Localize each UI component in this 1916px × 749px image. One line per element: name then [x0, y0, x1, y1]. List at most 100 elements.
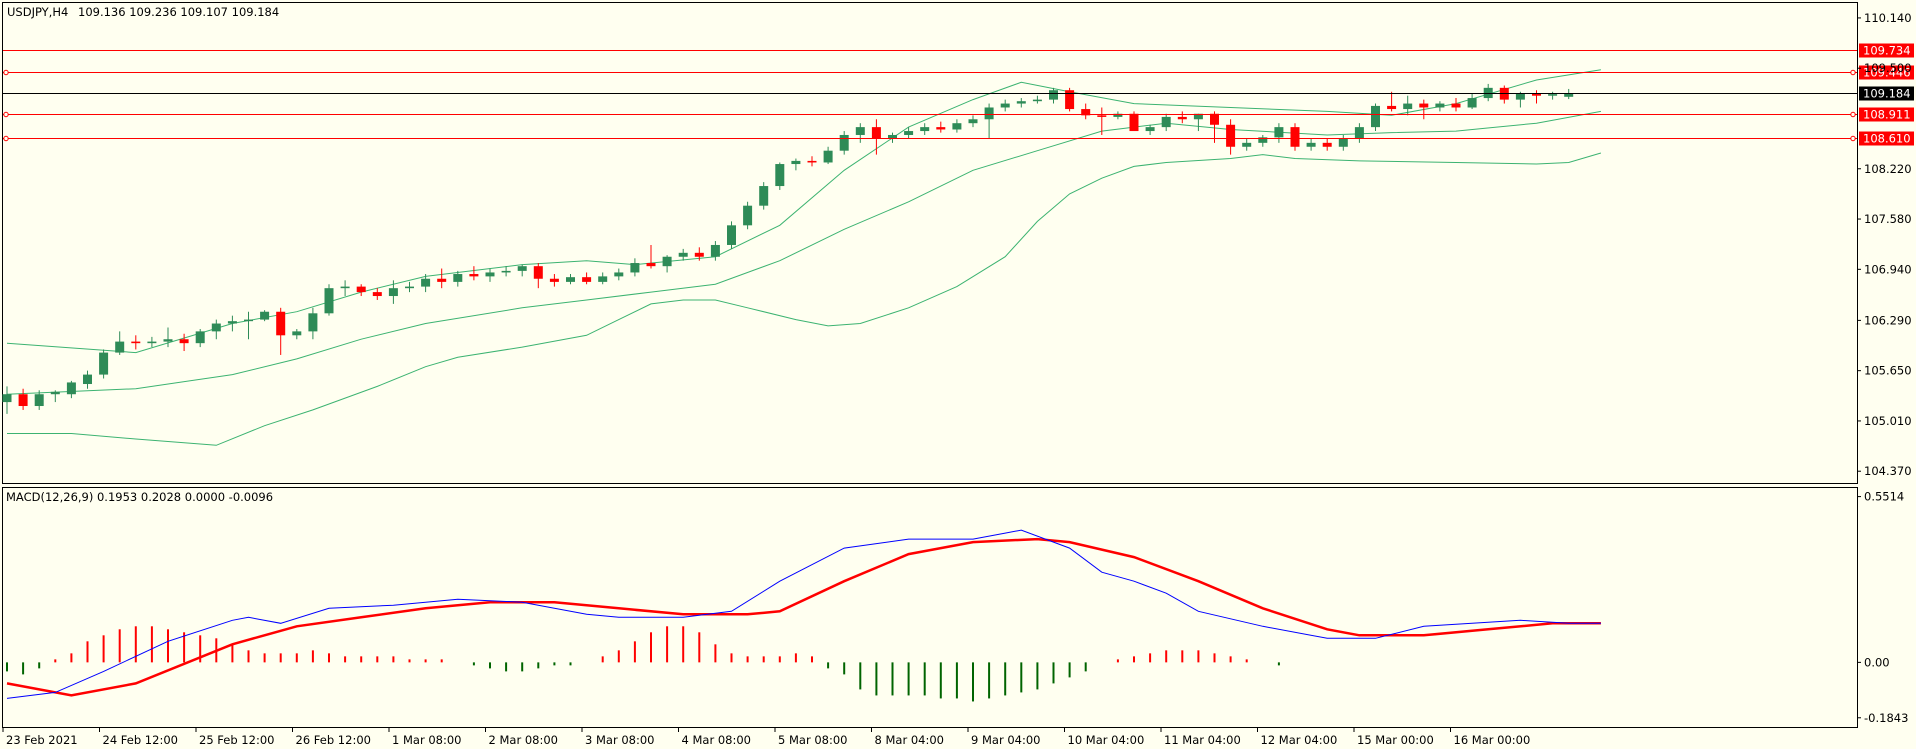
hline-anchor-left[interactable] [3, 135, 9, 142]
candle-body [968, 119, 978, 124]
candle-body [598, 276, 608, 282]
candle [598, 272, 608, 285]
price-tick-label: 109.500 [1864, 61, 1912, 75]
candle [662, 255, 672, 273]
current-price-tag [1859, 86, 1914, 101]
candle-body [855, 127, 865, 135]
candle-body [1322, 142, 1332, 147]
candle-body [308, 313, 318, 332]
candle [437, 268, 447, 289]
candle [1274, 123, 1284, 143]
candle-body [1097, 115, 1107, 117]
hline-anchor-right[interactable] [1850, 69, 1856, 76]
candle-body [888, 134, 897, 139]
candle-body [163, 339, 173, 342]
candle [485, 268, 495, 282]
price-axis: 110.140 109.500 108.220 107.580 106.940 106.2… [1857, 11, 1912, 478]
candle-body [1274, 127, 1284, 138]
hline-price-tag [1859, 131, 1914, 146]
candle-body [984, 107, 994, 120]
candle [2, 386, 12, 414]
price-tick-label: 106.290 [1864, 313, 1912, 327]
candle-body [99, 352, 109, 375]
candle-body [1016, 101, 1026, 104]
candle [1290, 123, 1300, 151]
candle [324, 284, 334, 316]
candle [1515, 91, 1525, 108]
hline-price-tag [1859, 65, 1914, 80]
candle-body [549, 278, 559, 282]
candle [50, 390, 60, 403]
candle-body [501, 270, 511, 273]
candle-body [517, 266, 527, 271]
candle [1177, 111, 1187, 124]
band-middle-line [6, 110, 1601, 395]
candle-body [871, 127, 881, 139]
candle [1242, 138, 1252, 151]
candle [1210, 111, 1219, 143]
time-tick-label: 5 Mar 08:00 [778, 733, 847, 747]
candle-body [662, 256, 672, 267]
candle-body [485, 272, 495, 277]
candle [1387, 91, 1397, 112]
candle-body [775, 164, 785, 187]
time-tick-label: 1 Mar 08:00 [392, 733, 461, 747]
candle-body [115, 341, 125, 353]
candle [388, 280, 398, 304]
candle-body [791, 160, 801, 165]
candle [131, 335, 141, 350]
candle [710, 241, 720, 261]
macd-title: MACD(12,26,9) 0.1953 0.2028 0.0000 -0.00… [6, 490, 273, 504]
hline-anchor-right[interactable] [1850, 135, 1856, 142]
candle [1419, 99, 1429, 120]
candle [1226, 119, 1236, 155]
candle [227, 315, 237, 332]
candle [179, 333, 189, 352]
hline-anchor-left[interactable] [3, 69, 9, 76]
candle [1532, 90, 1541, 104]
candle-body [1210, 113, 1219, 125]
hline-anchor-left[interactable] [3, 111, 9, 118]
candle [163, 327, 173, 348]
candle [791, 158, 801, 171]
candle-body [807, 160, 817, 163]
candle-body [1548, 94, 1558, 96]
candle [678, 248, 688, 261]
candle-body [1483, 87, 1493, 99]
candle [1338, 134, 1348, 151]
candle [244, 311, 253, 340]
candle-body [1000, 103, 1010, 108]
candle-body [727, 225, 736, 245]
horizontal-price-lines[interactable]: 109.734 109.446 108.911 108.610 109.184 [3, 43, 1914, 146]
macd-main-line [6, 529, 1601, 699]
candle-body [1161, 116, 1171, 128]
candle-body [566, 277, 575, 282]
band-lower-line [7, 152, 1602, 446]
band-upper-line [6, 69, 1601, 354]
price-tick-label: 105.650 [1864, 364, 1912, 378]
candle-body [1532, 93, 1541, 96]
candle-body [372, 292, 382, 297]
candle-body [50, 391, 60, 395]
candle-body [759, 186, 769, 206]
candle [372, 288, 382, 300]
candle [1049, 87, 1058, 104]
hline-price-label: 108.610 [1863, 132, 1911, 146]
candle [453, 270, 463, 287]
candle-body [2, 394, 12, 403]
candle [147, 336, 157, 348]
time-tick-label: 25 Feb 12:00 [199, 733, 274, 747]
time-tick-label: 15 Mar 00:00 [1357, 733, 1434, 747]
candle-body [694, 252, 704, 257]
macd-pane-frame [2, 487, 1858, 728]
candle-body [292, 331, 302, 336]
candle-body [340, 286, 350, 289]
hline-anchor-right[interactable] [1850, 111, 1856, 118]
candle [1113, 111, 1123, 120]
candle [646, 244, 656, 269]
candle-body [18, 394, 28, 407]
candle [1467, 93, 1477, 110]
candle-body [66, 382, 76, 395]
candle [83, 370, 92, 389]
candle [1081, 103, 1091, 120]
